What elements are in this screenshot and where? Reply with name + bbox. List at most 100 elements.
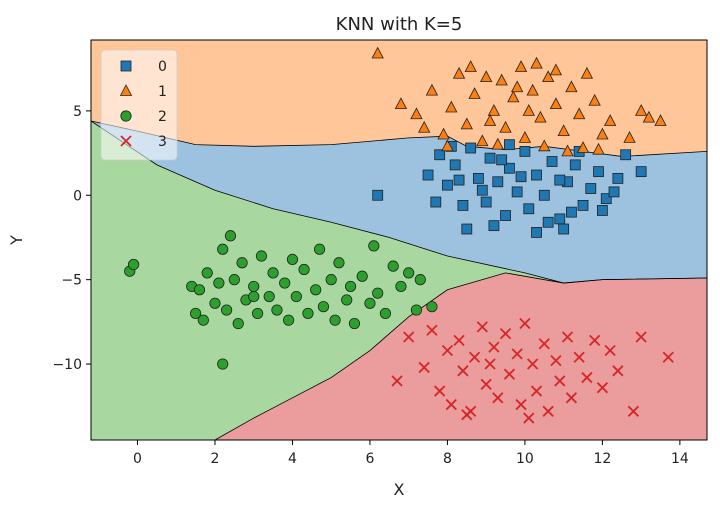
point-class-1: [468, 87, 481, 99]
point-class-0: [442, 179, 453, 191]
point-class-1: [460, 117, 473, 130]
point-class-3: [596, 382, 609, 394]
point-class-0: [484, 152, 496, 164]
x-tick-label: 6: [365, 451, 374, 467]
point-class-2: [217, 358, 229, 370]
point-class-1: [588, 93, 601, 106]
point-class-0: [635, 166, 647, 178]
point-class-0: [488, 220, 500, 232]
point-class-2: [263, 290, 275, 303]
point-class-3: [499, 328, 512, 340]
point-class-2: [232, 317, 244, 330]
point-class-1: [580, 66, 594, 79]
x-tick-label: 2: [211, 451, 220, 467]
legend-label-3: 3: [158, 134, 167, 150]
point-class-1: [437, 127, 450, 140]
point-class-2: [325, 274, 337, 286]
point-class-3: [635, 331, 647, 343]
point-class-2: [282, 314, 295, 326]
point-class-0: [461, 223, 473, 235]
point-class-3: [515, 398, 527, 411]
point-class-0: [566, 206, 577, 218]
point-class-3: [662, 351, 674, 363]
legend-label-0: 0: [158, 59, 167, 75]
point-class-0: [546, 156, 558, 167]
x-tick-label: 0: [133, 451, 142, 467]
point-class-1: [530, 56, 543, 69]
point-class-1: [425, 83, 439, 96]
legend-box: [100, 49, 178, 161]
point-class-2: [290, 290, 302, 303]
point-class-1: [394, 97, 408, 110]
point-class-2: [220, 304, 233, 316]
point-class-3: [519, 317, 531, 330]
boundary-line: [214, 272, 707, 440]
point-class-2: [341, 294, 353, 306]
x-tick-label: 4: [288, 451, 297, 467]
point-class-2: [403, 267, 415, 279]
point-class-1: [526, 83, 539, 96]
point-class-2: [410, 304, 423, 316]
data-points: [124, 46, 674, 424]
point-class-2: [298, 263, 310, 276]
point-class-0: [596, 205, 608, 216]
point-class-1: [514, 60, 528, 72]
point-class-0: [492, 176, 504, 188]
series-class-1: [371, 46, 667, 157]
point-class-1: [565, 80, 578, 93]
point-class-2: [190, 307, 202, 320]
point-class-0: [422, 169, 434, 181]
point-class-0: [453, 174, 465, 186]
point-class-3: [457, 365, 469, 377]
point-class-1: [634, 104, 648, 116]
point-class-2: [193, 284, 206, 296]
point-class-1: [642, 110, 656, 123]
region-class-3: [214, 272, 707, 440]
point-class-1: [596, 127, 609, 140]
point-class-1: [441, 139, 454, 152]
point-class-2: [213, 277, 225, 289]
point-class-1: [499, 120, 512, 133]
point-class-1: [576, 141, 590, 153]
point-class-1: [522, 104, 535, 116]
point-class-2: [302, 307, 314, 320]
point-class-3: [530, 385, 543, 397]
point-class-1: [541, 70, 555, 83]
x-axis: 0 2 4 6 8 10 12 14: [133, 440, 689, 467]
point-class-3: [426, 324, 438, 336]
point-class-2: [224, 230, 237, 242]
point-class-1: [534, 110, 547, 123]
point-class-1: [572, 107, 586, 120]
point-class-3: [627, 405, 640, 417]
point-class-3: [476, 321, 488, 333]
y-tick-label: −5: [61, 273, 82, 289]
point-class-3: [581, 371, 593, 384]
point-class-3: [461, 409, 473, 421]
point-class-2: [348, 317, 361, 330]
point-class-0: [608, 186, 620, 198]
point-class-2: [426, 301, 438, 313]
point-class-0: [558, 223, 570, 235]
point-class-3: [573, 351, 585, 363]
point-class-0: [600, 193, 612, 205]
point-class-3: [445, 398, 457, 411]
point-class-3: [527, 358, 539, 370]
point-class-2: [368, 240, 380, 252]
point-class-3: [604, 344, 616, 357]
point-class-2: [372, 287, 384, 299]
point-class-0: [504, 139, 515, 151]
point-class-0: [480, 196, 492, 208]
point-class-1: [549, 63, 563, 76]
x-tick-label: 10: [516, 451, 534, 467]
point-class-2: [271, 304, 283, 316]
legend-marker-1: [119, 84, 133, 96]
legend-marker-3: [120, 135, 132, 147]
point-class-1: [452, 66, 466, 79]
point-class-2: [201, 267, 213, 279]
point-class-3: [403, 331, 415, 343]
point-class-0: [538, 189, 550, 201]
point-class-1: [561, 144, 574, 157]
point-class-0: [465, 142, 477, 154]
point-class-3: [511, 348, 523, 360]
